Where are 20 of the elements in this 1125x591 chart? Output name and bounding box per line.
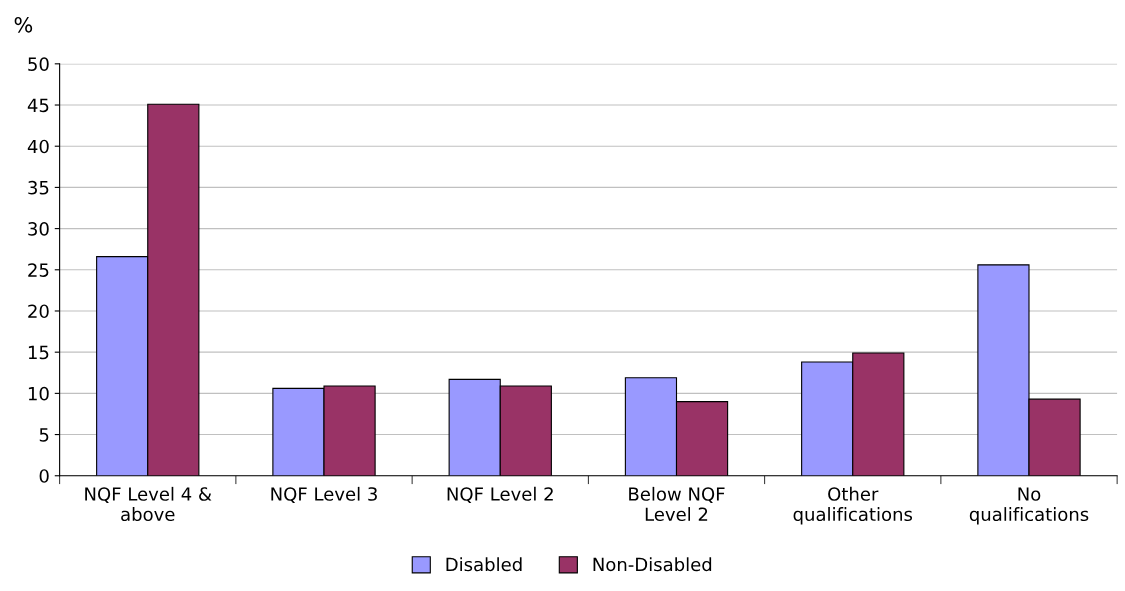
y-tick-label: 35	[28, 180, 49, 195]
y-tick-label: 5	[39, 428, 49, 442]
legend-label: Disabled	[446, 557, 522, 572]
x-tick-label: NQF Level 2	[447, 486, 553, 503]
y-tick-label: 40	[27, 139, 49, 154]
y-tick-label: 15	[28, 345, 49, 360]
y-axis-title: %	[14, 16, 33, 33]
y-tick-label: 0	[39, 469, 49, 483]
x-tick-label: Other qualifications	[793, 486, 913, 525]
y-tick-label: 45	[27, 98, 49, 113]
y-tick-label: 50	[28, 57, 49, 71]
y-tick-label: 30	[28, 222, 49, 236]
legend-label: Non-Disabled	[593, 557, 712, 572]
y-tick-label: 10	[28, 386, 49, 401]
x-tick-label: Below NQF Level 2	[629, 486, 725, 522]
y-tick-label: 20	[28, 304, 49, 319]
x-tick-label: NQF Level 4 & above	[85, 486, 212, 522]
y-tick-label: 25	[28, 263, 49, 277]
x-tick-label: No qualifications	[969, 487, 1089, 525]
x-tick-label: NQF Level 3	[271, 486, 377, 503]
